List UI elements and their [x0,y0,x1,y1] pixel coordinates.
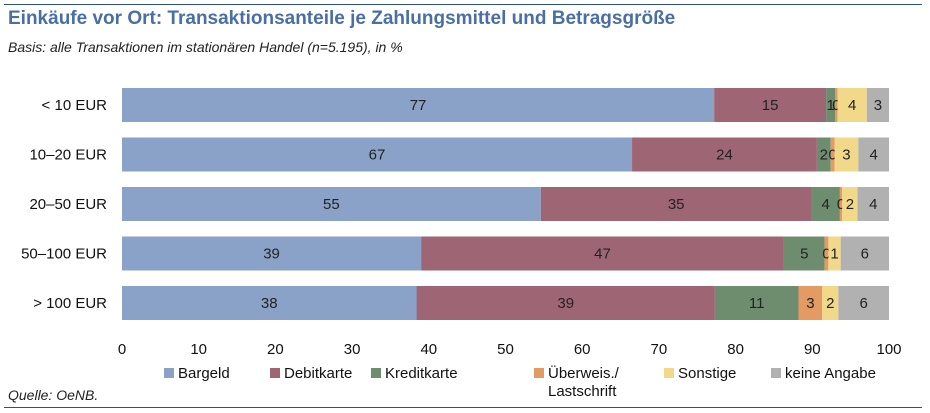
data-label: 11 [749,295,765,312]
bar-segment [826,88,836,122]
bar-segment [828,236,841,271]
data-label: 1 [830,246,838,263]
data-label: 0 [832,97,840,114]
data-label: 2 [846,196,854,213]
data-label: 15 [762,97,779,114]
data-label: 5 [800,246,808,263]
category-label: 20–50 EUR [29,196,107,213]
bar-segment [822,286,839,320]
bar-segment [416,286,715,320]
x-tick-label: 40 [420,341,437,358]
data-label: 35 [668,196,685,213]
bar-segment [811,187,840,221]
data-label: 4 [869,196,877,213]
bar-segment [783,236,825,271]
data-label: 67 [369,147,386,164]
data-label: 0 [837,196,845,213]
data-label: 55 [323,196,340,213]
category-label: < 10 EUR [42,97,108,114]
chart-title: Einkäufe vor Ort: Transaktionsanteile je… [8,8,676,29]
legend-label: Lastschrift [548,383,617,400]
data-label: 3 [842,147,850,164]
data-label: 39 [557,295,574,312]
bar-segment [540,187,812,221]
data-label: 39 [263,246,280,263]
category-label: 50–100 EUR [21,246,107,263]
bar-segment [839,187,843,221]
bar-segment [122,88,715,122]
bar-segment [122,187,541,221]
bar-segment [834,137,859,172]
bar-segment [830,137,835,172]
legend-swatch [664,368,674,378]
bottom-rule [4,407,922,408]
bar-segment [816,137,831,172]
x-tick-label: 50 [497,341,514,358]
data-label: 2 [820,147,828,164]
x-tick-label: 0 [118,341,126,358]
data-label: 4 [822,196,830,213]
legend-swatch [371,368,381,378]
bar-segment [632,137,817,172]
data-label: 6 [860,295,868,312]
bar-segment [122,236,422,271]
x-tick-label: 90 [804,341,821,358]
bar-segment [714,286,799,320]
legend-label: Bargeld [178,365,230,382]
bar-segment [122,286,417,320]
source-note: Quelle: OeNB. [8,387,99,403]
x-tick-label: 100 [876,341,901,358]
data-label: 6 [861,246,869,263]
legend-swatch [270,368,280,378]
bar-segment [858,137,889,172]
bar-segment [714,88,827,122]
legend-label: Debitkarte [284,365,352,382]
legend-label: keine Angabe [785,365,876,382]
chart-subtitle: Basis: alle Transaktionen im stationären… [8,39,403,55]
data-label: 3 [806,295,814,312]
data-label: 38 [261,295,278,312]
bar-segment [824,236,829,271]
x-tick-label: 10 [190,341,207,358]
data-label: 47 [594,246,611,263]
bar-segment [837,88,867,122]
x-tick-label: 80 [727,341,744,358]
data-label: 4 [869,147,877,164]
bar-segment [866,88,889,122]
data-label: 4 [848,97,856,114]
bar-segment [835,88,838,122]
legend-swatch [534,368,544,378]
data-label: 3 [874,97,882,114]
legend-label: Überweis./ [548,364,620,382]
bar-segment [840,236,889,271]
bar-segment [857,187,889,221]
category-label: 10–20 EUR [29,147,107,164]
category-label: > 100 EUR [33,295,107,312]
bar-segment [798,286,823,320]
data-label: 2 [826,295,834,312]
legend-label: Sonstige [678,365,736,382]
data-label: 77 [410,97,427,114]
x-tick-label: 60 [574,341,591,358]
legend-swatch [771,368,781,378]
x-tick-label: 70 [651,341,668,358]
x-tick-label: 30 [344,341,361,358]
bar-segment [842,187,858,221]
bar-segment [122,137,633,172]
bar-segment [838,286,889,320]
data-label: 0 [828,147,836,164]
legend-swatch [164,368,174,378]
data-label: 24 [716,147,733,164]
bar-segment [421,236,784,271]
data-label: 0 [822,246,830,263]
legend-label: Kreditkarte [385,365,458,382]
data-label: 1 [827,97,835,114]
x-tick-label: 20 [267,341,284,358]
top-rule [4,4,922,5]
